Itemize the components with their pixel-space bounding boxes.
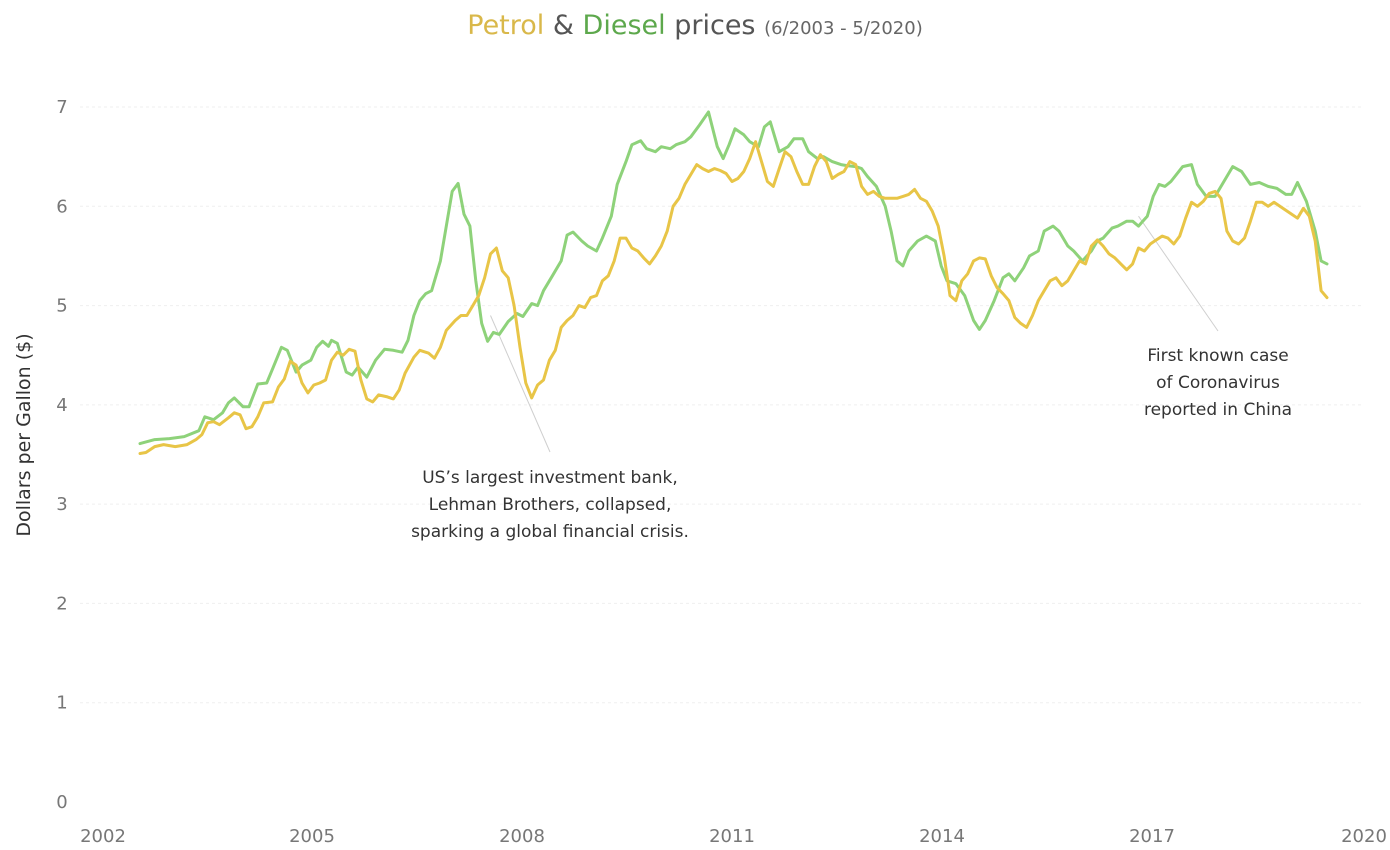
- x-tick-label: 2011: [709, 826, 755, 847]
- y-tick-label: 0: [56, 792, 67, 813]
- annotations: US’s largest investment bank, Lehman Brot…: [411, 346, 1292, 542]
- annotation-line: reported in China: [1144, 400, 1292, 420]
- annotation-text: US’s largest investment bank, Lehman Brot…: [411, 468, 689, 542]
- annotation-text: First known case of Coronavirus reported i…: [1144, 346, 1292, 420]
- annotation-line: US’s largest investment bank,: [422, 468, 678, 488]
- y-tick-label: 6: [56, 196, 67, 217]
- x-axis-ticks: 2002 2005 2008 2011 2014 2017 2020: [80, 826, 1387, 847]
- annotation-pointers: [490, 215, 1219, 453]
- title-diesel: Diesel: [582, 10, 666, 41]
- y-tick-label: 3: [56, 494, 67, 515]
- x-tick-label: 2005: [289, 826, 335, 847]
- title-prices: prices: [674, 10, 756, 41]
- annotation-line: Lehman Brothers, collapsed,: [429, 495, 672, 515]
- y-axis-ticks: 0 1 2 3 4 5 6 7: [56, 97, 67, 813]
- series-line-petrol: [138, 140, 1329, 455]
- title-range: (6/2003 - 5/2020): [764, 18, 923, 39]
- y-tick-label: 7: [56, 97, 67, 118]
- x-tick-label: 2014: [919, 826, 965, 847]
- annotation-line: sparking a global financial crisis.: [411, 522, 689, 542]
- annotation-pointer: [490, 315, 551, 453]
- series-lines: [138, 110, 1329, 455]
- chart-title: Petrol & Diesel prices (6/2003 - 5/2020): [0, 10, 1390, 41]
- y-tick-label: 4: [56, 395, 67, 416]
- annotation-pointer: [1138, 215, 1219, 332]
- x-tick-label: 2017: [1129, 826, 1175, 847]
- series-line-diesel: [138, 110, 1329, 446]
- annotation-line: First known case: [1147, 346, 1288, 366]
- y-tick-label: 1: [56, 693, 67, 714]
- x-tick-label: 2002: [80, 826, 126, 847]
- x-tick-label: 2020: [1341, 826, 1387, 847]
- title-ampersand: &: [552, 10, 574, 41]
- y-axis-label: Dollars per Gallon ($): [13, 333, 35, 536]
- y-tick-label: 5: [56, 296, 67, 317]
- annotation-line: of Coronavirus: [1156, 373, 1280, 393]
- y-tick-label: 2: [56, 593, 67, 614]
- title-petrol: Petrol: [467, 10, 545, 41]
- x-tick-label: 2008: [499, 826, 545, 847]
